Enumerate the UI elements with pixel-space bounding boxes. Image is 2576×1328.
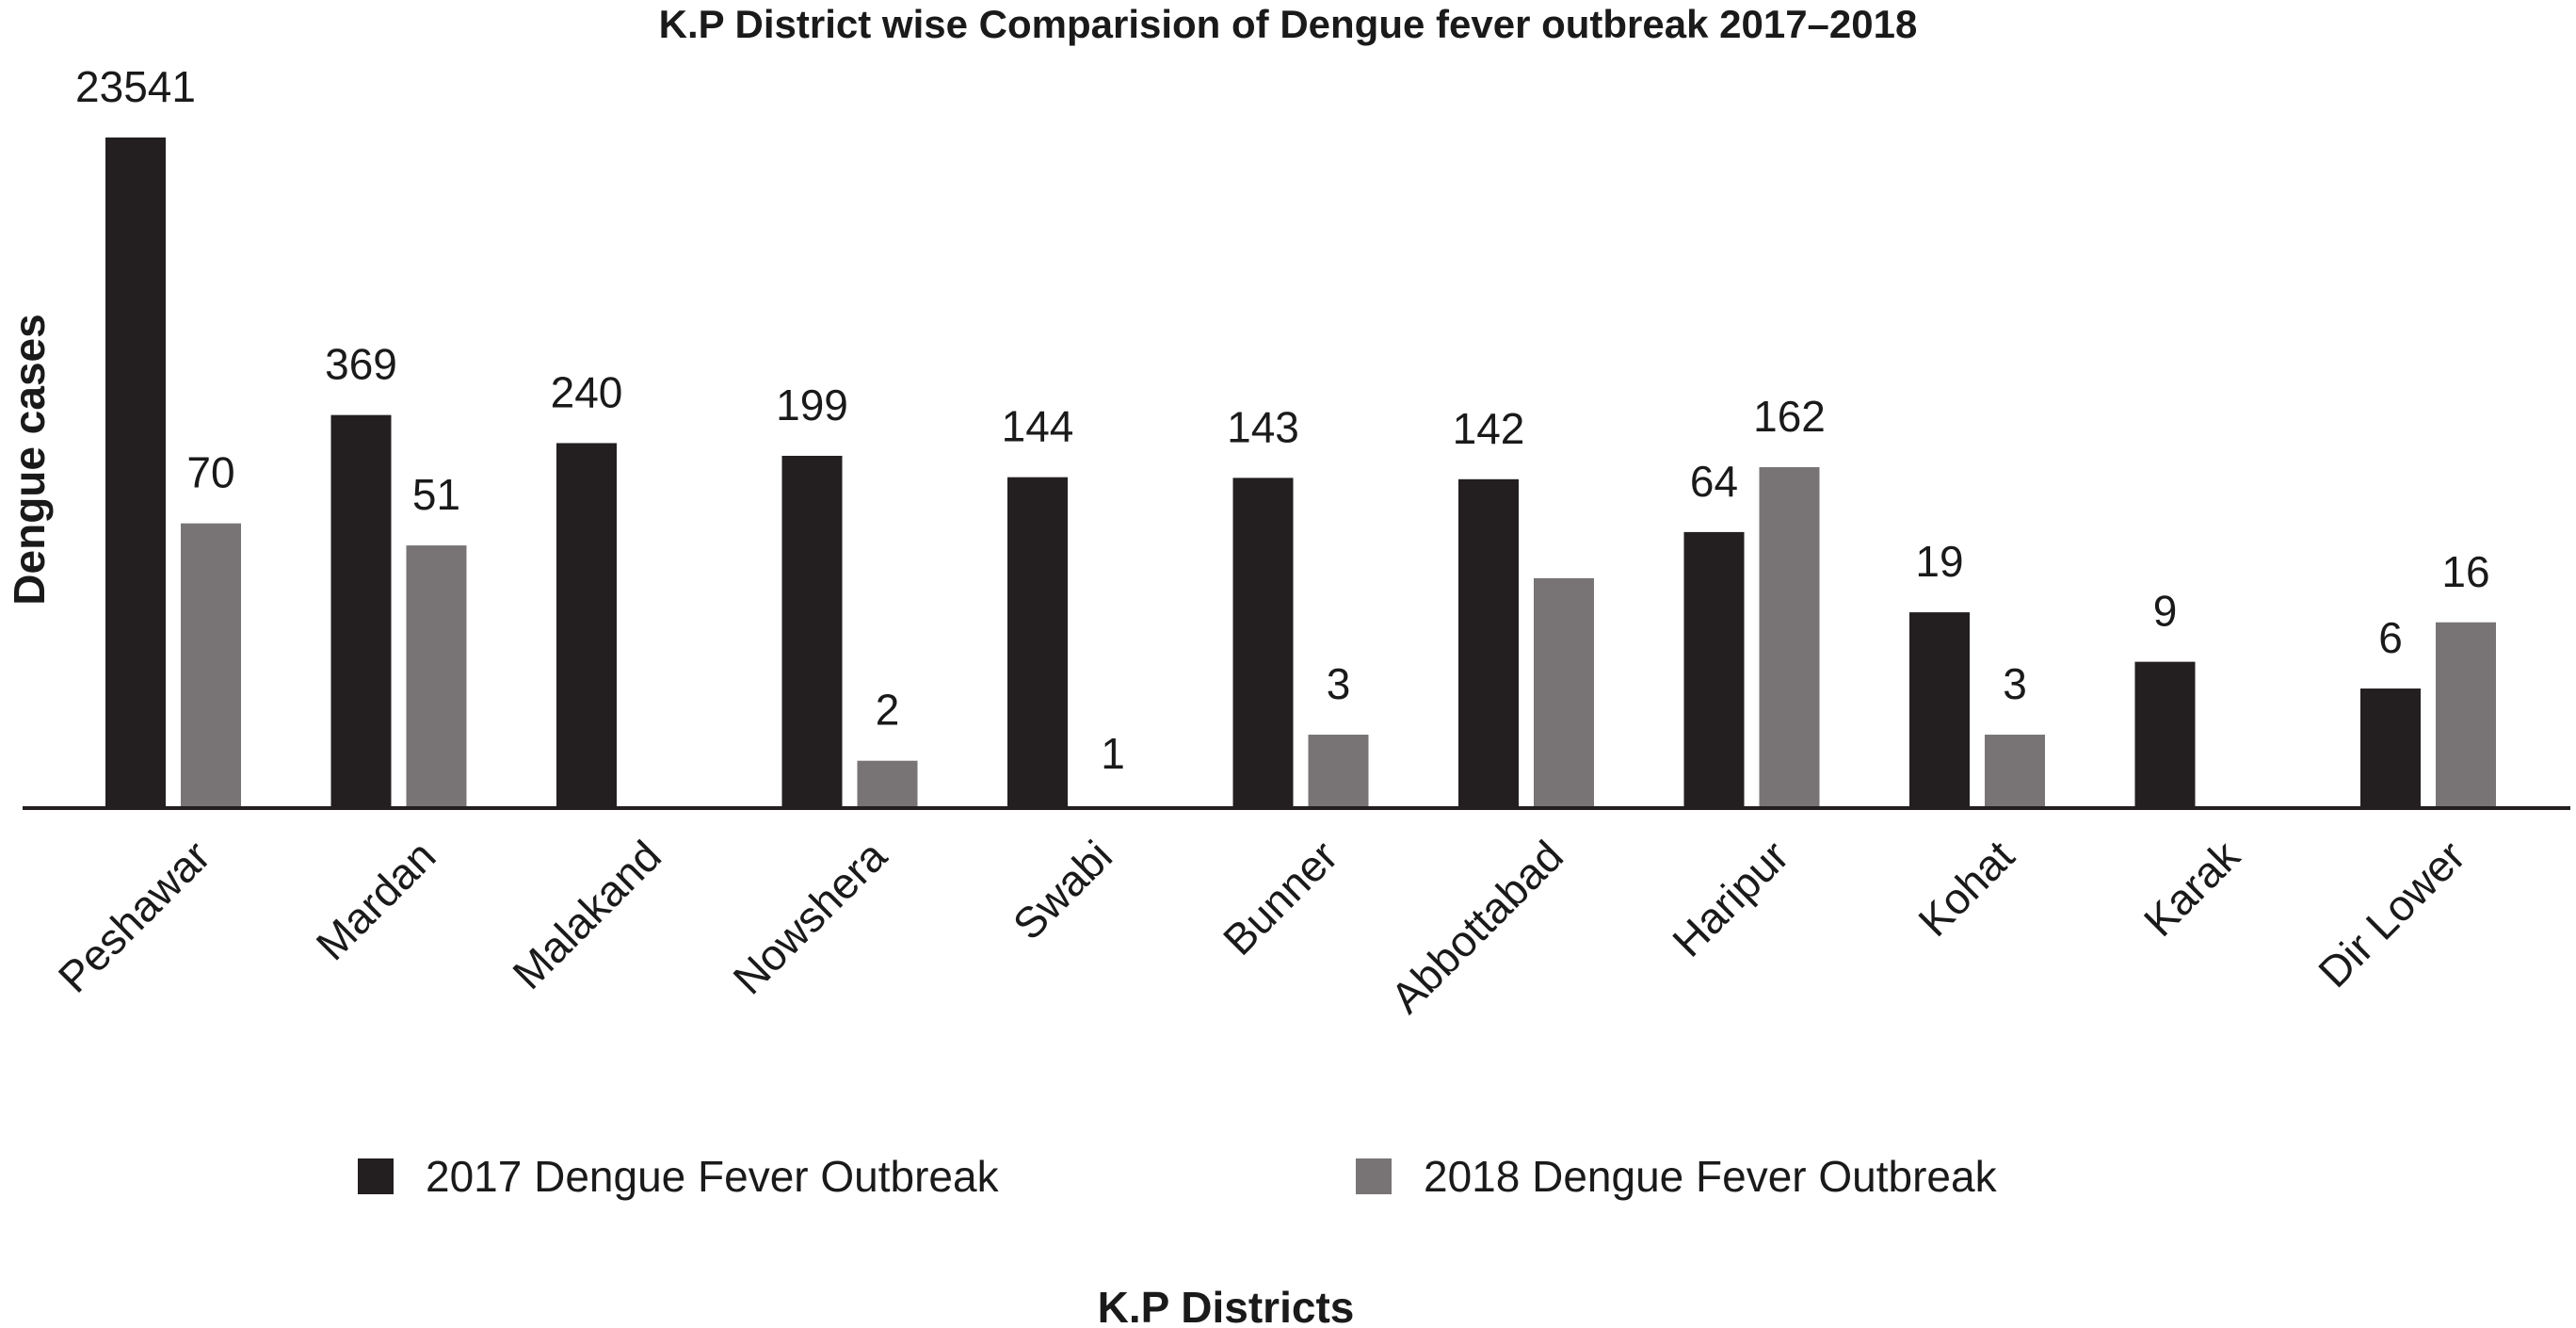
bar-2017-mardan <box>330 414 392 806</box>
value-label: 64 <box>1690 457 1738 506</box>
chart-title: K.P District wise Comparision of Dengue … <box>659 2 1918 46</box>
bar-2018-nowshera <box>857 760 918 806</box>
legend: 2017 Dengue Fever Outbreak 2018 Dengue Fe… <box>358 1152 1998 1201</box>
value-label: 3 <box>2003 659 2027 708</box>
bar-2017-peshawar <box>105 138 166 806</box>
value-label: 16 <box>2441 547 2489 596</box>
bar-2017-dir-lower <box>2360 688 2421 806</box>
value-label: 51 <box>412 470 460 519</box>
value-label: 369 <box>325 340 397 389</box>
bar-2017-kohat <box>1909 612 1970 806</box>
legend-swatch-2017 <box>358 1158 394 1194</box>
category-label-dir-lower: Dir Lower <box>2309 831 2474 996</box>
bar-2017-karak <box>2134 661 2196 806</box>
value-labels-layer: 23541 70 369 51 240 199 2 144 1 143 3 142 64 162 19 3 9 6… <box>75 62 2490 778</box>
value-label: 6 <box>2378 613 2403 662</box>
value-label: 199 <box>776 381 848 429</box>
value-label: 144 <box>1002 402 1074 451</box>
bar-2017-malakand <box>556 443 617 806</box>
legend-label-2018: 2018 Dengue Fever Outbreak <box>1424 1152 1998 1201</box>
category-label-haripur: Haripur <box>1663 831 1797 965</box>
value-label: 162 <box>1753 392 1826 441</box>
category-label-kohat: Kohat <box>1908 831 2023 946</box>
bar-2018-peshawar <box>181 523 241 806</box>
value-label: 19 <box>1915 537 1963 586</box>
category-label-malakand: Malakand <box>503 831 670 998</box>
value-label: 240 <box>551 367 623 416</box>
bar-2017-bunner <box>1232 478 1294 806</box>
value-label: 1 <box>1101 729 1125 778</box>
value-label: 142 <box>1453 404 1525 453</box>
bar-2017-nowshera <box>781 455 843 806</box>
bar-2018-abbottabad <box>1534 577 1594 806</box>
category-label-nowshera: Nowshera <box>723 831 895 1003</box>
category-labels-layer: Peshawar Mardan Malakand Nowshera Swabi Bunne… <box>49 831 2474 1023</box>
category-label-swabi: Swabi <box>1004 831 1121 948</box>
bar-2018-bunner <box>1308 735 1369 806</box>
value-label: 143 <box>1227 402 1299 451</box>
legend-label-2017: 2017 Dengue Fever Outbreak <box>426 1152 1000 1201</box>
category-label-mardan: Mardan <box>307 831 445 969</box>
category-label-bunner: Bunner <box>1214 831 1347 964</box>
value-label: 23541 <box>75 62 196 111</box>
value-label: 9 <box>2153 587 2178 636</box>
value-label: 70 <box>186 448 234 497</box>
category-label-karak: Karak <box>2134 831 2249 946</box>
bar-2017-swabi <box>1007 477 1068 806</box>
bars-layer <box>105 138 2496 806</box>
bar-2018-dir-lower <box>2436 622 2496 806</box>
x-axis-label: K.P Districts <box>1098 1283 1355 1328</box>
category-label-abbottabad: Abbottabad <box>1381 831 1572 1022</box>
value-label: 2 <box>876 686 900 735</box>
bar-2018-mardan <box>406 545 467 806</box>
bar-2018-kohat <box>1985 735 2045 806</box>
bar-2018-haripur <box>1759 467 1820 806</box>
category-label-peshawar: Peshawar <box>49 831 219 1001</box>
y-axis-label: Dengue cases <box>5 314 54 605</box>
value-label: 3 <box>1327 659 1351 708</box>
legend-swatch-2018 <box>1356 1158 1392 1194</box>
bar-2017-abbottabad <box>1458 478 1519 806</box>
bar-2017-haripur <box>1683 531 1745 806</box>
